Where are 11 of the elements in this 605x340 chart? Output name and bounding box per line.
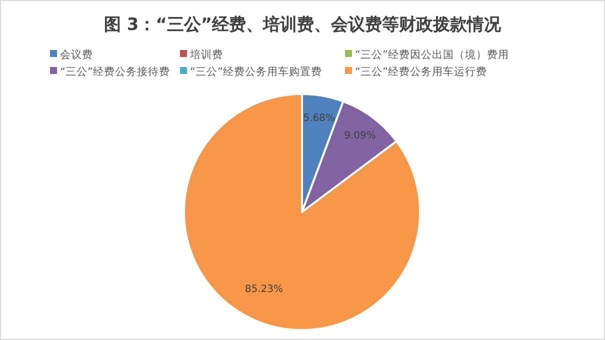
legend-label: “三公”经费因公出国（境）费用 [355,48,509,61]
legend-label: 会议费 [60,48,93,61]
data-label: 5.68% [303,112,336,124]
data-label: 9.09% [344,130,376,142]
legend-label: “三公”经费公务用车运行费 [355,65,487,78]
legend-label: “三公”经费公务接待费 [60,65,170,78]
pie-slice [183,93,421,331]
data-label: 85.23% [244,284,284,295]
legend-label: “三公”经费公务用车购置费 [190,65,322,78]
legend-label: 培训费 [189,48,223,61]
chart-title: 图 3：“三公”经费、培训费、会议费等财政拨款情况 [104,15,502,35]
